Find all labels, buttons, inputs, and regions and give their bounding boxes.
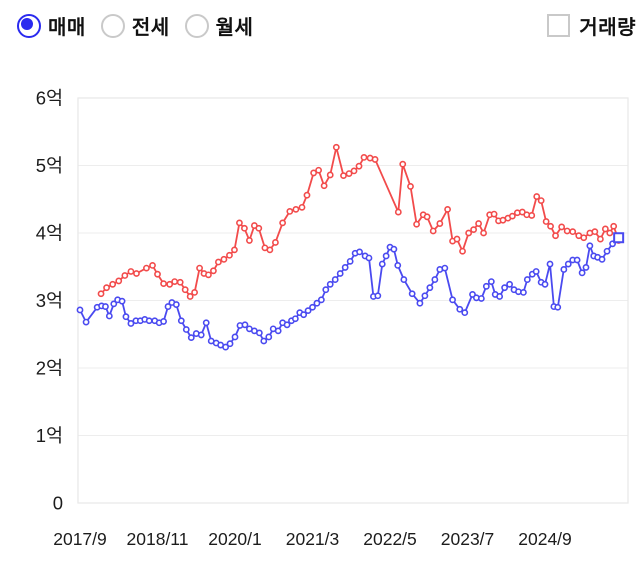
radio-option-label: 월세 [215, 17, 254, 39]
y-axis-labels: 0 1억 2억 3억 4억 5억 6억 [36, 88, 63, 514]
price-type-radio-group: 매매 전세 월세 [17, 11, 253, 40]
series-blue-line[interactable] [76, 232, 625, 351]
svg-text:2022/5: 2022/5 [363, 529, 417, 549]
radio-option-label: 전세 [131, 17, 170, 39]
radio-icon[interactable] [17, 13, 41, 38]
svg-text:2023/7: 2023/7 [441, 529, 495, 549]
radio-icon[interactable] [184, 13, 209, 38]
radio-option-label: 매매 [48, 17, 86, 39]
volume-checkbox[interactable]: 거래량 [547, 11, 636, 40]
chart-controls: 매매 전세 월세 거래량 [0, 0, 640, 52]
checkbox-icon[interactable] [547, 14, 571, 37]
x-axis-labels: 2017/9 2018/11 2020/1 2021/3 2022/5 2023/7 202… [53, 529, 572, 549]
radio-option-maemae[interactable]: 매매 [17, 11, 86, 40]
svg-text:2018/11: 2018/11 [127, 529, 189, 549]
radio-icon[interactable] [100, 13, 125, 38]
svg-text:2024/9: 2024/9 [518, 529, 572, 549]
svg-text:2억: 2억 [36, 358, 63, 379]
svg-text:5억: 5억 [36, 155, 63, 176]
svg-text:0: 0 [53, 493, 63, 514]
radio-option-jeonse[interactable]: 전세 [100, 11, 170, 40]
radio-option-wolse[interactable]: 월세 [184, 11, 254, 40]
svg-text:6억: 6억 [36, 88, 63, 109]
svg-text:3억: 3억 [36, 290, 63, 311]
grid [77, 97, 629, 504]
highlighted-last-point [613, 232, 625, 244]
svg-text:2020/1: 2020/1 [208, 529, 262, 549]
svg-text:1억: 1억 [36, 425, 63, 446]
svg-text:4억: 4억 [36, 223, 63, 244]
svg-text:2021/3: 2021/3 [286, 529, 340, 549]
volume-checkbox-label: 거래량 [579, 17, 636, 39]
series-red-line[interactable] [97, 143, 623, 300]
svg-text:2017/9: 2017/9 [53, 529, 107, 549]
